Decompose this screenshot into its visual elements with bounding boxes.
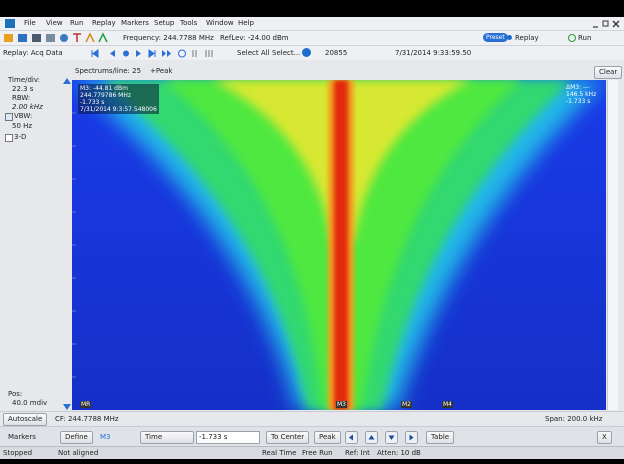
marker-label[interactable]: M2: [401, 401, 412, 408]
readout-line: M3: -44.81 dBm: [80, 85, 157, 92]
select-button[interactable]: Select...: [272, 49, 300, 57]
readout-line: ΔM3: ---: [566, 84, 596, 91]
markers-bar: Markers Define M3 Time -1.733 s To Cente…: [0, 426, 624, 447]
three-d-label[interactable]: 3-D: [14, 133, 26, 141]
preset-button[interactable]: Preset: [483, 33, 508, 42]
autoscale-button[interactable]: Autoscale: [3, 413, 47, 426]
status-bar: Stopped Not aligned Real Time Free Run R…: [0, 446, 624, 459]
menu-item[interactable]: Tools: [180, 19, 197, 27]
peak-button[interactable]: Peak: [314, 431, 341, 444]
ref-level-field[interactable]: RefLev: -24.00 dBm: [220, 34, 289, 42]
pos-label[interactable]: Pos:: [8, 390, 22, 398]
app-icon: [5, 19, 15, 28]
marker-label[interactable]: M4: [442, 401, 453, 408]
menu-item[interactable]: Help: [238, 19, 254, 27]
delta-readout: ΔM3: --- 146.5 kHz -1.733 s: [566, 84, 596, 105]
replay-icon: [507, 35, 512, 40]
markers-label: Markers: [8, 433, 36, 441]
info-icon[interactable]: [302, 48, 311, 57]
menu-item[interactable]: View: [46, 19, 63, 27]
rbw-label[interactable]: RBW:: [12, 94, 30, 102]
menu-item[interactable]: Run: [70, 19, 83, 27]
marker-label[interactable]: M3: [336, 401, 347, 408]
marker-readout: M3: -44.81 dBm 244.779786 MHz -1.733 s 7…: [78, 84, 159, 114]
acquisition-mode: Real Time: [262, 449, 296, 457]
toolbar: Frequency: 244.7788 MHz RefLev: -24.00 d…: [0, 30, 624, 45]
menu-item[interactable]: Setup: [154, 19, 174, 27]
time-div-label[interactable]: Time/div:: [8, 76, 40, 84]
alignment-status: Not aligned: [58, 449, 98, 457]
run-icon: [568, 34, 576, 42]
menu-item[interactable]: Replay: [92, 19, 116, 27]
window-controls[interactable]: [592, 19, 620, 29]
acquisition-timestamp: 7/31/2014 9:33:59.50: [395, 49, 471, 57]
clear-button[interactable]: Clear: [594, 66, 622, 79]
acquisition-count: 20855: [325, 49, 347, 57]
span[interactable]: Span: 200.0 kHz: [545, 415, 602, 423]
readout-line: -1.733 s: [80, 99, 157, 106]
vbw-value[interactable]: 50 Hz: [12, 122, 32, 130]
replay-button[interactable]: Replay: [515, 34, 539, 42]
run-state: Stopped: [3, 449, 32, 457]
marker-label[interactable]: MR: [80, 401, 91, 408]
display-area: Spectrums/line: 25 +Peak Clear Time/div:…: [0, 60, 624, 411]
run-button[interactable]: Run: [578, 34, 591, 42]
replay-source[interactable]: Replay: Acq Data: [3, 49, 63, 57]
spectrogram[interactable]: [72, 80, 606, 410]
peak-navigation-buttons[interactable]: [345, 431, 421, 444]
spectrums-per-line[interactable]: Spectrums/line: 25: [75, 67, 141, 75]
menu-item[interactable]: File: [24, 19, 36, 27]
trigger-mode: Free Run: [302, 449, 333, 457]
vbw-label[interactable]: VBW:: [14, 112, 32, 120]
table-button[interactable]: Table: [426, 431, 454, 444]
menu-item[interactable]: Window: [206, 19, 234, 27]
replay-bar: Replay: Acq Data Select All Select... 20…: [0, 45, 624, 60]
to-center-button[interactable]: To Center: [266, 431, 309, 444]
rbw-value[interactable]: 2.00 kHz: [12, 103, 43, 111]
frequency-field[interactable]: Frequency: 244.7788 MHz: [123, 34, 214, 42]
time-div-value[interactable]: 22.3 s: [12, 85, 33, 93]
marker-select[interactable]: M3: [100, 433, 111, 441]
detection-mode[interactable]: +Peak: [150, 67, 173, 75]
app-window: File View Run Replay Markers Setup Tools…: [0, 0, 624, 464]
playback-controls[interactable]: [90, 48, 230, 59]
define-button[interactable]: Define: [60, 431, 93, 444]
reference: Ref: Int: [345, 449, 370, 457]
mode-select[interactable]: Time: [140, 431, 194, 444]
toolbar-icons[interactable]: [3, 32, 115, 44]
center-frequency[interactable]: CF: 244.7788 MHz: [55, 415, 119, 423]
three-d-checkbox[interactable]: [5, 134, 13, 142]
scrollbar[interactable]: [607, 80, 618, 410]
readout-line: -1.733 s: [566, 98, 596, 105]
close-markers-button[interactable]: X: [597, 431, 612, 444]
readout-line: 146.5 kHz: [566, 91, 596, 98]
vbw-checkbox[interactable]: [5, 113, 13, 121]
scroll-up-arrow[interactable]: [63, 78, 71, 84]
menu-item[interactable]: Markers: [121, 19, 149, 27]
pos-value[interactable]: 40.0 mdiv: [12, 399, 47, 407]
marker-value-field[interactable]: -1.733 s: [196, 431, 260, 444]
readout-line: 7/31/2014 9:3:57.548006: [80, 106, 157, 113]
readout-line: 244.779786 MHz: [80, 92, 157, 99]
attenuation: Atten: 10 dB: [377, 449, 421, 457]
menu-bar: File View Run Replay Markers Setup Tools…: [0, 17, 624, 30]
scroll-down-arrow[interactable]: [63, 404, 71, 410]
select-all-button[interactable]: Select All: [237, 49, 270, 57]
axis-bar: Autoscale CF: 244.7788 MHz Span: 200.0 k…: [0, 411, 624, 427]
